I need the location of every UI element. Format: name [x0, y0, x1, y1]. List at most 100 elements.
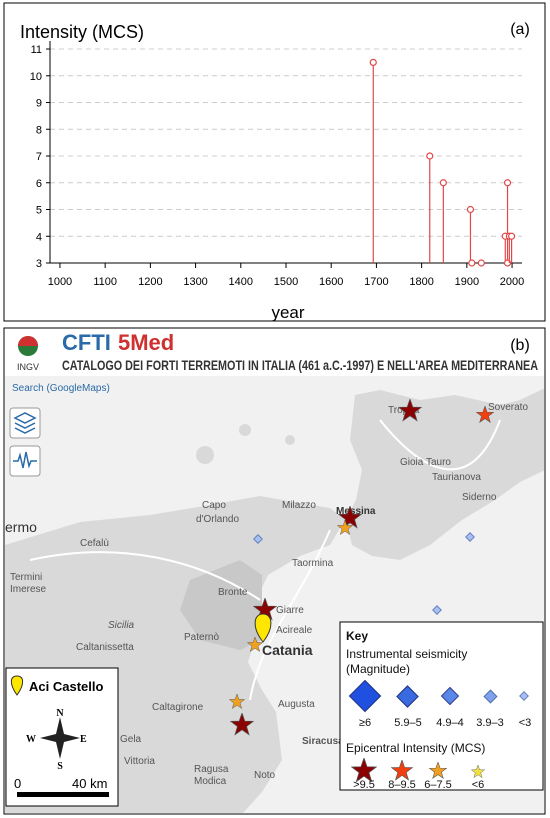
place-label: Gela [120, 734, 142, 745]
y-tick-label: 6 [36, 178, 42, 190]
x-tick-label: 1900 [455, 276, 479, 288]
stem-marker [503, 179, 512, 187]
key-label: 4.9–4 [436, 717, 464, 729]
island [285, 435, 295, 445]
key-heading: Epicentral Intensity (MCS) [346, 741, 485, 755]
x-tick-label: 1800 [409, 276, 433, 288]
key-diamond [396, 685, 419, 708]
place-label: Giarre [276, 605, 304, 616]
scale-label: 0 [14, 776, 21, 791]
y-tick-label: 10 [30, 71, 42, 83]
place-label: Paternò [184, 632, 219, 643]
key-label: 8–9.5 [388, 779, 416, 791]
stem-marker [468, 259, 476, 267]
place-label: Sicilia [108, 620, 135, 631]
place-label: Milazzo [282, 500, 316, 511]
key-label: <6 [472, 779, 485, 791]
place-label: d'Orlando [196, 514, 239, 525]
scale-label: 40 km [72, 776, 107, 791]
x-tick-label: 1500 [274, 276, 298, 288]
place-label: Gioia Tauro [400, 457, 451, 468]
place-label: Taurianova [432, 472, 481, 483]
site-pin [10, 675, 24, 696]
key-heading: Instrumental seismicity [346, 647, 467, 661]
panel-label: (b) [510, 337, 530, 354]
place-label: Taormina [292, 558, 334, 569]
place-label: Vittoria [124, 756, 155, 767]
y-tick-label: 9 [36, 98, 42, 110]
compass-label: S [57, 761, 63, 772]
stem-marker [439, 179, 447, 187]
panel-label: (a) [510, 21, 530, 38]
y-tick-label: 3 [36, 258, 42, 270]
key-diamond [483, 689, 498, 704]
scale-bar [17, 792, 109, 797]
seismo-icon [13, 451, 37, 469]
stem-marker [426, 152, 434, 160]
compass [40, 717, 80, 759]
x-tick-label: 2000 [500, 276, 524, 288]
y-tick-label: 8 [36, 124, 42, 136]
x-tick-label: 1000 [48, 276, 72, 288]
y-tick-label: 11 [31, 44, 42, 56]
site-pin [254, 613, 272, 643]
y-tick-label: 4 [36, 231, 42, 243]
key-box [339, 621, 544, 791]
mountain [180, 560, 262, 650]
key-diamond [440, 686, 460, 706]
place-label: Siracusa [302, 736, 344, 747]
place-label: Bronte [218, 587, 248, 598]
x-tick-label: 1100 [93, 276, 117, 288]
x-tick-label: 1600 [319, 276, 343, 288]
compass-label: W [26, 734, 36, 745]
place-label: Modica [194, 776, 227, 787]
layers-icon [13, 412, 37, 434]
place-label: Ragusa [194, 764, 229, 775]
logo-text: INGV [17, 362, 39, 372]
x-tick-label: 1300 [183, 276, 207, 288]
key-label: 6–7.5 [424, 779, 452, 791]
compass-label: E [80, 734, 87, 745]
place-label: Augusta [278, 699, 315, 710]
search-link[interactable]: Search (GoogleMaps) [12, 383, 110, 394]
key-label: >9.5 [353, 779, 375, 791]
stem-marker [466, 205, 475, 214]
road [29, 419, 501, 701]
event-diamond [253, 534, 263, 544]
place-label: Cefalù [80, 538, 109, 549]
place-label: Termini [10, 572, 42, 583]
place-label: Siderno [462, 492, 497, 503]
key-label: ≥6 [359, 717, 371, 729]
place-label: Messina [336, 506, 376, 517]
brand: CFTI [62, 330, 111, 355]
place-label: Noto [254, 770, 276, 781]
x-tick-label: 1700 [364, 276, 388, 288]
stem-marker [369, 58, 377, 66]
place-label: Capo [202, 500, 226, 511]
logo [18, 336, 38, 346]
key-label: 3.9–3 [476, 717, 504, 729]
compass-label: N [56, 708, 64, 719]
panel-a-frame [3, 2, 546, 322]
place-label: Acireale [276, 625, 313, 636]
plot: 3 4 5 6 7 8 9 10 11 1000 1100 1200 1300 1400 1500 1600 1… [30, 41, 524, 288]
key-diamond [519, 691, 529, 701]
stem-marker [477, 259, 485, 267]
place-label: Caltanissetta [76, 642, 134, 653]
key-title: Key [346, 629, 368, 643]
key-diamond [348, 679, 382, 713]
y-tick-label: 5 [36, 205, 42, 217]
event-diamond [465, 532, 475, 542]
island [239, 424, 251, 436]
key-heading: (Magnitude) [346, 662, 410, 676]
subtitle: CATALOGO DEI FORTI TERREMOTI IN ITALIA (… [62, 357, 538, 373]
brand-suffix: 5Med [118, 330, 174, 355]
place-label: ermo [5, 519, 37, 535]
stem-marker [508, 232, 516, 240]
place-label: Soverato [488, 402, 528, 413]
place-label: Caltagirone [152, 702, 204, 713]
key-label: <3 [519, 717, 532, 729]
header [5, 329, 544, 376]
site-label: Aci Castello [29, 679, 103, 694]
